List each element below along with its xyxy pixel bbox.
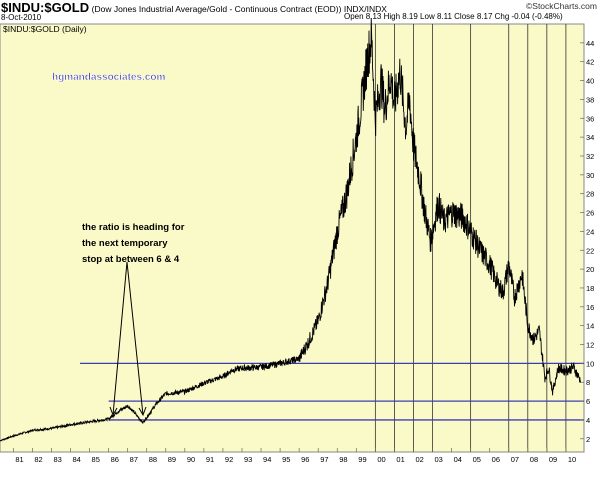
- x-tick-label: 95: [282, 455, 290, 464]
- x-tick-label: 98: [339, 455, 347, 464]
- chart-header: $INDU:$GOLD (Dow Jones Industrial Averag…: [0, 0, 600, 24]
- x-tick-label: 00: [377, 455, 385, 464]
- annotation-line-3: stop at between 6 & 4: [82, 254, 180, 265]
- x-tick-label: 86: [111, 455, 119, 464]
- y-tick-label: 22: [586, 246, 594, 255]
- annotation-line-2: the next temporary: [82, 238, 168, 249]
- y-tick-label: 38: [586, 95, 594, 104]
- horizontal-levels: [80, 362, 584, 421]
- annotation-line-1: the ratio is heading for: [82, 222, 185, 233]
- x-tick-label: 10: [568, 455, 576, 464]
- x-tick-label: 89: [168, 455, 176, 464]
- x-tick-label: 93: [244, 455, 252, 464]
- y-tick-label: 10: [586, 359, 594, 368]
- header-line: $INDU:$GOLD (Dow Jones Industrial Averag…: [1, 0, 387, 15]
- x-tick-label: 09: [549, 455, 557, 464]
- x-tick-label: 91: [206, 455, 214, 464]
- series-layer: [0, 17, 582, 442]
- x-tick-label: 85: [92, 455, 100, 464]
- x-tick-label: 92: [225, 455, 233, 464]
- chart-date: 8-Oct-2010: [1, 13, 42, 22]
- exchange: INDX/INDX: [343, 4, 387, 14]
- symbol: $INDU:$GOLD: [1, 0, 90, 15]
- y-tick-label: 24: [586, 227, 594, 236]
- annotation-text: the ratio is heading for the next tempor…: [82, 222, 185, 265]
- arrow-head-left: [109, 406, 118, 417]
- source-credit: ©StockCharts.com: [526, 1, 597, 11]
- description: (Dow Jones Industrial Average/Gold - Con…: [91, 4, 342, 14]
- site-label: hgmandassociates.com: [52, 72, 165, 83]
- x-tick-label: 88: [149, 455, 157, 464]
- y-tick-label: 42: [586, 58, 594, 67]
- x-tick-label: 97: [320, 455, 328, 464]
- arrow-head-right: [138, 406, 147, 417]
- x-tick-label: 83: [53, 455, 61, 464]
- x-tick-label: 84: [72, 455, 80, 464]
- y-tick-label: 8: [586, 378, 590, 387]
- x-tick-label: 94: [263, 455, 271, 464]
- y-tick-label: 28: [586, 190, 594, 199]
- ohlc-readout: Open 8.13 High 8.19 Low 8.11 Close 8.17 …: [344, 12, 563, 21]
- annotation-arrow: [112, 261, 144, 416]
- x-tick-label: 08: [530, 455, 538, 464]
- x-tick-label: 90: [187, 455, 195, 464]
- y-tick-label: 12: [586, 341, 594, 350]
- x-tick-label: 06: [492, 455, 500, 464]
- x-tick-label: 05: [473, 455, 481, 464]
- y-tick-label: 34: [586, 133, 594, 142]
- x-tick-label: 87: [130, 455, 138, 464]
- y-tick-label: 6: [586, 397, 590, 406]
- y-tick-label: 26: [586, 209, 594, 218]
- y-tick-label: 20: [586, 265, 594, 274]
- annotation-arrows: [109, 261, 147, 417]
- x-tick-label: 81: [15, 455, 23, 464]
- y-tick-label: 30: [586, 171, 594, 180]
- x-tick-label: 02: [415, 455, 423, 464]
- y-tick-label: 18: [586, 284, 594, 293]
- y-tick-label: 14: [586, 322, 594, 331]
- y-tick-label: 36: [586, 114, 594, 123]
- x-tick-label: 82: [34, 455, 42, 464]
- x-tick-label: 01: [396, 455, 404, 464]
- x-tick-label: 99: [358, 455, 366, 464]
- x-tick-label: 04: [454, 455, 462, 464]
- x-tick-label: 03: [435, 455, 443, 464]
- chart-title: $INDU:$GOLD (Daily): [3, 24, 87, 34]
- plot-area: [0, 23, 585, 453]
- y-tick-label: 40: [586, 77, 594, 86]
- y-tick-label: 32: [586, 152, 594, 161]
- x-tick-label: 07: [511, 455, 519, 464]
- y-tick-label: 16: [586, 303, 594, 312]
- y-tick-label: 4: [586, 416, 590, 425]
- y-tick-label: 2: [586, 435, 590, 444]
- x-axis: 81 82 83 84 85 86 87 88 89 90 91 92 93 94 95 96 97 98 99 00…: [12, 448, 576, 464]
- x-tick-label: 96: [301, 455, 309, 464]
- y-tick-label: 44: [586, 39, 594, 48]
- ratio-line: [0, 17, 582, 442]
